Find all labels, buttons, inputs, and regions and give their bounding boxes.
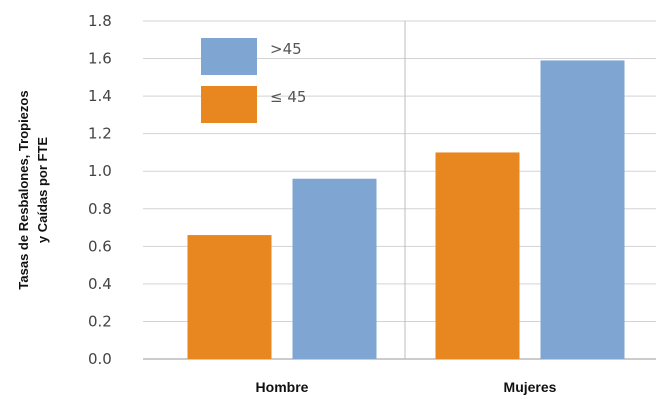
bar-hombre-le45 [187, 235, 272, 359]
y-tick-label: 1.0 [88, 162, 112, 180]
bar-mujeres-gt45 [540, 60, 625, 359]
x-category-label: Hombre [256, 379, 309, 395]
y-tick-label: 1.2 [88, 125, 112, 143]
y-tick-label: 0.2 [88, 312, 112, 330]
y-axis-title-line: y Caídas por FTE [35, 137, 50, 244]
bar-hombre-gt45 [292, 178, 377, 359]
x-category-label: Mujeres [504, 379, 557, 395]
bar-mujeres-le45 [435, 152, 520, 359]
y-tick-label: 0.4 [88, 275, 112, 293]
y-tick-labels: 0.0 0.2 0.4 0.6 0.8 1.0 1.2 1.4 1.6 1.8 [88, 12, 112, 368]
y-axis-title-line: Tasas de Resbalones, Tropiezos [16, 90, 31, 289]
legend-swatch [201, 38, 257, 75]
y-tick-label: 0.8 [88, 200, 112, 218]
y-axis-title: Tasas de Resbalones, Tropiezos y Caídas p… [16, 90, 50, 289]
x-category-labels: Hombre Mujeres [256, 379, 557, 395]
y-tick-label: 1.4 [88, 87, 112, 105]
legend-swatch [201, 86, 257, 123]
y-tick-label: 1.8 [88, 12, 112, 30]
legend-label: >45 [270, 40, 302, 58]
y-tick-label: 1.6 [88, 50, 112, 68]
bars [187, 60, 625, 359]
legend: >45 ≤ 45 [201, 38, 306, 123]
y-tick-label: 0.6 [88, 237, 112, 255]
legend-label: ≤ 45 [270, 88, 306, 106]
y-tick-label: 0.0 [88, 350, 112, 368]
